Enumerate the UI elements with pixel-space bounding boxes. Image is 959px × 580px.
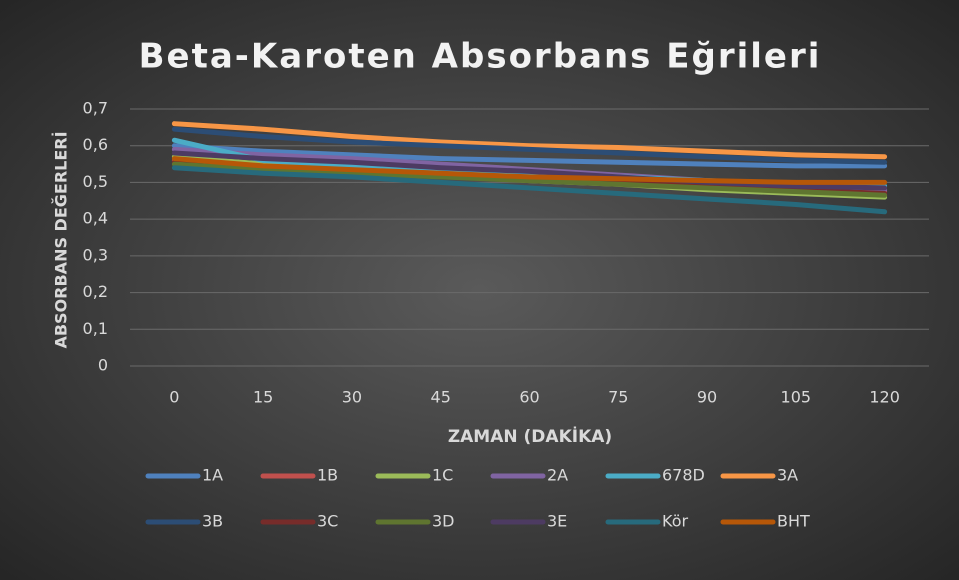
legend-label: BHT xyxy=(777,512,810,531)
x-axis-title: ZAMAN (DAKİKA) xyxy=(448,425,612,447)
series-line xyxy=(171,156,888,185)
series-line xyxy=(171,121,888,160)
legend-label: 3D xyxy=(432,512,455,531)
y-tick-label: 0 xyxy=(98,356,108,375)
x-tick-label: 75 xyxy=(608,388,628,407)
series-line xyxy=(171,165,888,215)
x-tick-label: 120 xyxy=(869,388,900,407)
x-tick-label: 15 xyxy=(253,388,273,407)
y-tick-label: 0,4 xyxy=(83,209,108,228)
series-line xyxy=(171,150,888,191)
legend-label: 1B xyxy=(317,466,338,485)
y-tick-label: 0,1 xyxy=(83,319,108,338)
legend-label: 1C xyxy=(432,466,453,485)
legend-label: 3B xyxy=(202,512,223,531)
x-tick-label: 45 xyxy=(431,388,451,407)
legend-label: Kör xyxy=(662,512,688,531)
y-tick-label: 0,7 xyxy=(83,99,108,118)
y-tick-label: 0,5 xyxy=(83,172,108,191)
chart-title: Beta-Karoten Absorbans Eğrileri xyxy=(139,37,822,77)
legend-label: 2A xyxy=(547,466,568,485)
x-tick-label: 60 xyxy=(519,388,539,407)
y-tick-label: 0,3 xyxy=(83,245,108,264)
y-tick-label: 0,2 xyxy=(83,282,108,301)
legend-label: 1A xyxy=(202,466,223,485)
x-tick-label: 30 xyxy=(342,388,362,407)
x-tick-label: 105 xyxy=(781,388,812,407)
legend-label: 3A xyxy=(777,466,798,485)
legend-label: 3C xyxy=(317,512,338,531)
series-line xyxy=(171,126,888,165)
x-tick-label: 0 xyxy=(169,388,179,407)
x-tick-label: 90 xyxy=(697,388,717,407)
y-axis-title: ABSORBANS DEĞERLERİ xyxy=(52,131,71,348)
legend-label: 3E xyxy=(547,512,567,531)
y-tick-label: 0,6 xyxy=(83,135,108,154)
series-line xyxy=(171,143,888,169)
series-line xyxy=(171,161,888,198)
legend-label: 678D xyxy=(662,466,705,485)
